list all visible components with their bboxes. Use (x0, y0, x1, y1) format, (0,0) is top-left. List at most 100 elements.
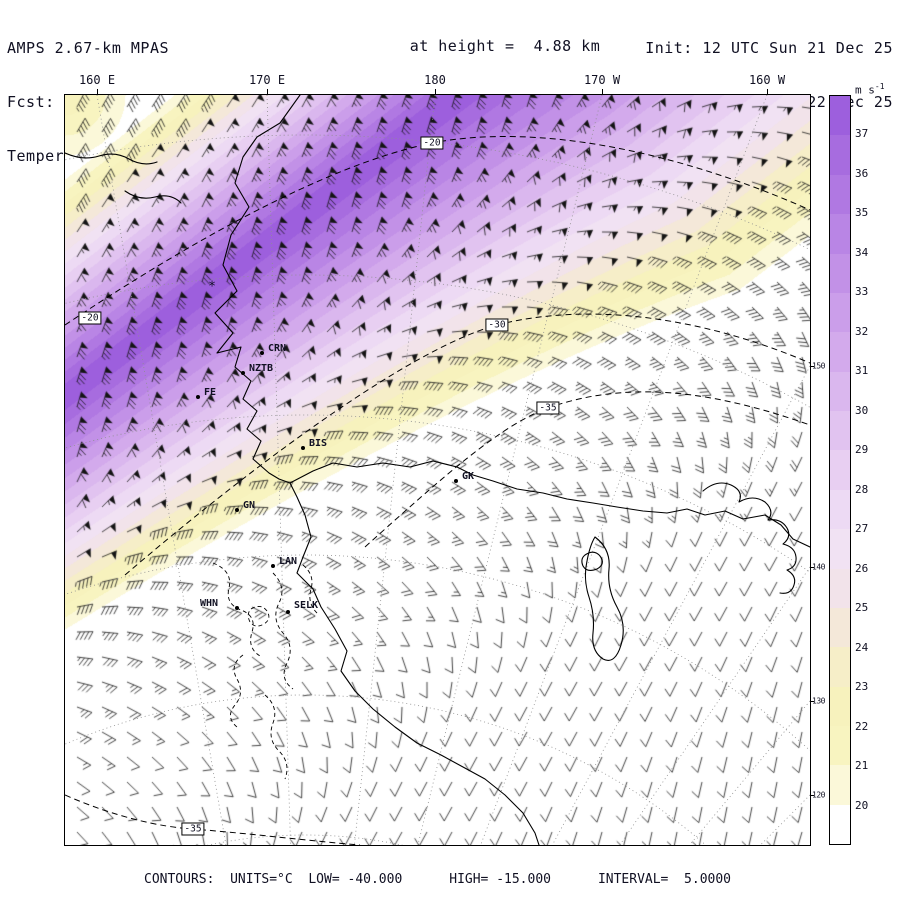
x-axis-tick (602, 89, 603, 95)
coastline-path (702, 482, 797, 594)
station-label: NZTB (249, 363, 274, 374)
colorbar-segment (830, 489, 850, 530)
coastlines (65, 95, 810, 845)
colorbar-tick-label: 36 (855, 166, 869, 180)
coastline-path (65, 152, 158, 165)
colorbar-tick-label: 33 (855, 285, 869, 299)
x-axis-tick (435, 89, 436, 95)
x-axis-tick (267, 89, 268, 95)
contour-label-box: -20 (78, 311, 102, 325)
meridian-line (354, 95, 436, 845)
latitude-circle (65, 134, 810, 251)
meridian-line (619, 566, 810, 845)
station-marker (271, 564, 275, 568)
graticule (65, 95, 810, 845)
map-text-layer: -20 -20 -30 -35 -35 CRN NZTB FE BIS GK GN LAN WHN SEL… (65, 95, 810, 845)
station-marker (286, 610, 290, 614)
colorbar-tick-label: 28 (855, 482, 869, 496)
island-path (584, 536, 624, 661)
coastline-path (289, 460, 810, 548)
glacier-contour (264, 694, 288, 780)
map-overlay (65, 95, 810, 845)
station-label: GN (243, 500, 256, 511)
colorbar-tick-label: 25 (855, 601, 869, 615)
colorbar-tick-label: 31 (855, 364, 869, 378)
top-axis: 160 E 170 E 180 170 W 160 W (65, 72, 810, 95)
contour-info-line: CONTOURS: UNITS=°C LOW= -40.000 HIGH= -1… (144, 872, 731, 887)
station-label: SELK (294, 600, 319, 611)
station-marker (260, 351, 264, 355)
right-edge-tick (809, 795, 814, 796)
colorbar-segment (830, 253, 850, 293)
colorbar-tick-label: 21 (855, 759, 869, 773)
station-label: GK (462, 471, 475, 482)
colorbar (829, 95, 851, 845)
colorbar-segment (830, 332, 850, 372)
colorbar-tick-label: 34 (855, 245, 869, 259)
colorbar-segment (830, 214, 850, 254)
station-marker (235, 606, 239, 610)
colorbar-segment (830, 174, 850, 215)
station-marker (196, 395, 200, 399)
colorbar-tick-label: 26 (855, 561, 869, 575)
glacier-contour (212, 562, 261, 657)
summit-symbol: * (208, 279, 216, 295)
x-axis-tick (97, 89, 98, 95)
colorbar-segment (830, 450, 850, 490)
station-marker (235, 508, 239, 512)
glacier-contour (272, 572, 294, 690)
x-axis-tick-label: 180 (424, 73, 446, 87)
coastline-path (124, 190, 182, 204)
map-area: -20 -20 -30 -35 -35 CRN NZTB FE BIS GK GN LAN WHN SEL… (64, 94, 811, 846)
x-axis-tick-label: 160 W (748, 73, 786, 87)
meridian-line (417, 95, 603, 845)
colorbar-segment (830, 529, 850, 569)
colorbar-tick-label: 20 (855, 798, 869, 812)
colorbar-tick-label: 24 (855, 640, 869, 654)
colorbar-segment (830, 726, 850, 766)
x-axis-tick-label: 170 E (248, 73, 286, 87)
colorbar-unit-label: m s-1 (855, 82, 885, 97)
colorbar-segment (830, 568, 850, 608)
coastline-path (214, 95, 301, 484)
station-label: LAN (279, 556, 298, 567)
colorbar-unit-text: m s (855, 83, 875, 97)
x-axis-tick-label: 170 W (583, 73, 621, 87)
level-label: at height = 4.88 km (409, 37, 601, 55)
x-axis-tick (767, 89, 768, 95)
station-marker (301, 446, 305, 450)
model-title: AMPS 2.67-km MPAS (7, 39, 170, 57)
colorbar-tick-label: 32 (855, 324, 869, 338)
colorbar-segment (830, 647, 850, 687)
colorbar-unit-exponent: -1 (874, 82, 885, 91)
glacier-contours (212, 562, 318, 780)
contour-label-box: -35 (181, 822, 205, 836)
contour-label-box: -30 (485, 318, 509, 332)
right-edge-tick (809, 567, 814, 568)
colorbar-segment (830, 292, 850, 333)
colorbar-segment (830, 371, 850, 411)
colorbar-tick-label: 37 (855, 127, 869, 141)
init-time: Init: 12 UTC Sun 21 Dec 25 (645, 39, 893, 57)
right-edge-tick (809, 701, 814, 702)
colorbar-segment (830, 135, 850, 175)
meridian-line (96, 95, 227, 845)
colorbar-tick-label: 27 (855, 522, 869, 536)
glacier-contour (230, 654, 244, 728)
colorbar-segment (830, 607, 850, 648)
x-axis-tick-label: 160 E (78, 73, 116, 87)
coastline-path (289, 482, 540, 845)
colorbar-tick-label: 23 (855, 680, 869, 694)
colorbar-segment (830, 686, 850, 726)
colorbar-segment (830, 765, 850, 805)
colorbar-segment (830, 96, 850, 136)
colorbar-tick-label: 35 (855, 206, 869, 220)
island-path (581, 551, 603, 572)
station-label: FE (204, 387, 217, 398)
station-label: WHN (200, 598, 219, 609)
station-marker (454, 479, 458, 483)
colorbar-ticks: 37 36 35 34 33 32 31 30 29 28 27 26 25 24 23 22 21 20 (855, 95, 887, 845)
colorbar-segment (830, 411, 850, 451)
colorbar-tick-label: 29 (855, 443, 869, 457)
